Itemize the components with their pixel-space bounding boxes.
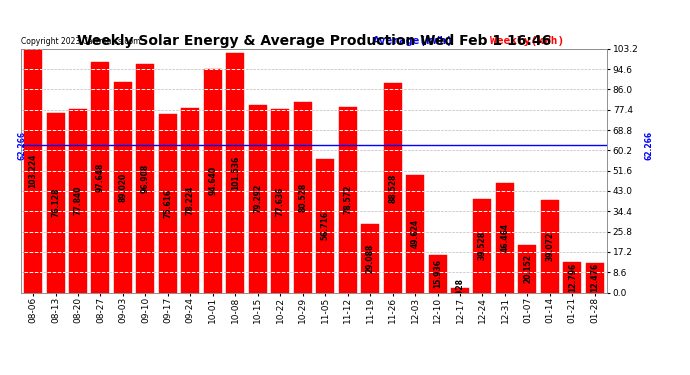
Text: 78.572: 78.572 (343, 185, 352, 214)
Bar (181, 108, 199, 292)
Text: 80.528: 80.528 (298, 183, 307, 212)
Text: 39.072: 39.072 (545, 232, 554, 261)
Bar (563, 262, 582, 292)
Text: 78.224: 78.224 (186, 185, 195, 215)
Text: 88.528: 88.528 (388, 173, 397, 202)
Bar (541, 200, 559, 292)
Bar (496, 183, 514, 292)
Bar (159, 114, 177, 292)
Bar (226, 53, 244, 292)
Title: Weekly Solar Energy & Average Production Wed Feb 1 16:46: Weekly Solar Energy & Average Production… (77, 34, 551, 48)
Text: 77.840: 77.840 (74, 186, 83, 215)
Bar (271, 109, 289, 292)
Text: 29.088: 29.088 (366, 243, 375, 273)
Text: 1.928: 1.928 (455, 278, 464, 302)
Text: 89.020: 89.020 (119, 173, 128, 202)
Text: 101.536: 101.536 (230, 156, 240, 190)
Bar (69, 109, 87, 292)
Bar (339, 107, 357, 292)
Text: 75.616: 75.616 (164, 189, 172, 218)
Bar (586, 263, 604, 292)
Text: 96.908: 96.908 (141, 164, 150, 193)
Text: 46.464: 46.464 (500, 223, 509, 252)
Bar (204, 69, 221, 292)
Bar (249, 105, 267, 292)
Text: 12.476: 12.476 (591, 263, 600, 292)
Bar (428, 255, 446, 292)
Bar (114, 82, 132, 292)
Text: 76.128: 76.128 (51, 188, 60, 217)
Bar (316, 159, 334, 292)
Text: 49.624: 49.624 (411, 219, 420, 249)
Bar (92, 62, 110, 292)
Text: 94.640: 94.640 (208, 166, 217, 195)
Text: 103.224: 103.224 (28, 153, 37, 188)
Text: 62.266: 62.266 (17, 131, 26, 160)
Bar (294, 102, 312, 292)
Text: Copyright 2023 Cartronics.com: Copyright 2023 Cartronics.com (21, 38, 140, 46)
Text: Average(kWh): Average(kWh) (373, 36, 453, 46)
Bar (451, 288, 469, 292)
Text: 20.152: 20.152 (523, 254, 532, 283)
Text: 39.528: 39.528 (478, 231, 487, 260)
Text: 12.796: 12.796 (568, 263, 577, 292)
Bar (46, 113, 65, 292)
Text: 79.292: 79.292 (253, 184, 262, 213)
Bar (518, 245, 536, 292)
Bar (473, 199, 491, 292)
Text: 56.716: 56.716 (321, 211, 330, 240)
Bar (384, 83, 402, 292)
Bar (361, 224, 379, 292)
Bar (24, 49, 42, 292)
Bar (406, 175, 424, 292)
Text: 77.636: 77.636 (276, 186, 285, 216)
Text: Weekly(kWh): Weekly(kWh) (490, 36, 564, 46)
Bar (137, 64, 155, 292)
Text: 62.266: 62.266 (645, 131, 654, 160)
Text: 15.936: 15.936 (433, 259, 442, 288)
Text: 97.648: 97.648 (96, 162, 105, 192)
